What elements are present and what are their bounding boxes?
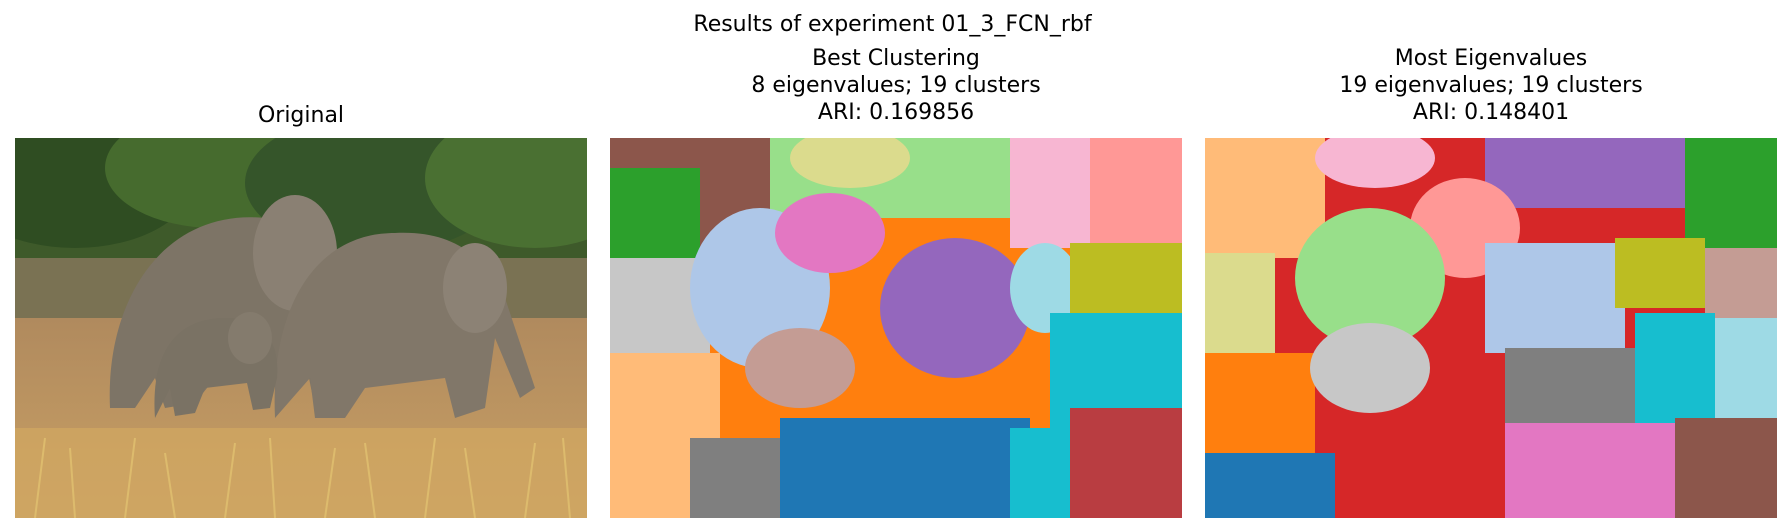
panel-title-line: 8 eigenvalues; 19 clusters xyxy=(751,73,1041,98)
panel-most-title: Most Eigenvalues 19 eigenvalues; 19 clus… xyxy=(1205,45,1777,126)
best-cluster-map xyxy=(610,138,1182,518)
cluster-map-illustration xyxy=(610,138,1182,518)
figure-title: Results of experiment 01_3_FCN_rbf xyxy=(693,12,1092,37)
panel-title-line: Original xyxy=(257,103,345,128)
panel-title-line: Most Eigenvalues xyxy=(1394,46,1588,71)
elephant-photo-illustration xyxy=(15,138,587,518)
original-image xyxy=(15,138,587,518)
panel-best-clustering: Best Clustering 8 eigenvalues; 19 cluste… xyxy=(610,0,1182,532)
panel-best-title: Best Clustering 8 eigenvalues; 19 cluste… xyxy=(610,45,1182,126)
panel-title-line: Best Clustering xyxy=(812,46,980,71)
panel-most-eigenvalues: Most Eigenvalues 19 eigenvalues; 19 clus… xyxy=(1205,0,1777,532)
panel-title-line: 19 eigenvalues; 19 clusters xyxy=(1339,73,1643,98)
panel-original: Original xyxy=(15,0,587,532)
most-cluster-map xyxy=(1205,138,1777,518)
panel-original-title: Original xyxy=(15,102,587,129)
cluster-map-illustration xyxy=(1205,138,1777,518)
panel-title-line: ARI: 0.148401 xyxy=(1412,100,1570,125)
panel-title-line: ARI: 0.169856 xyxy=(817,100,975,125)
